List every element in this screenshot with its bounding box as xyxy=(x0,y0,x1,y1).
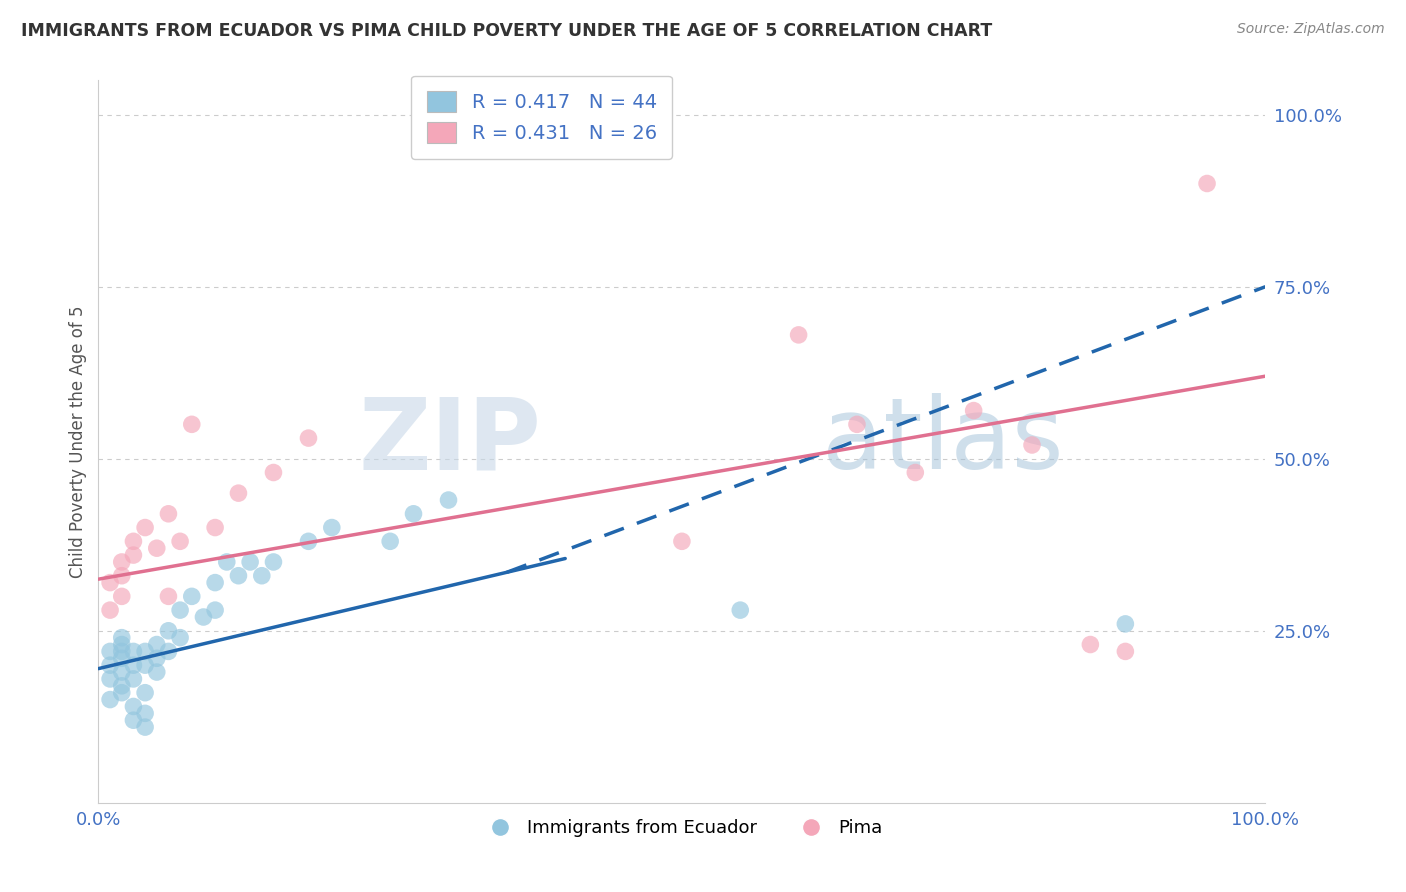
Point xyxy=(134,644,156,658)
Point xyxy=(98,692,121,706)
Point xyxy=(134,686,156,700)
Point xyxy=(846,417,869,432)
Point xyxy=(111,638,134,652)
Point xyxy=(402,507,425,521)
Point xyxy=(98,603,121,617)
Point xyxy=(204,520,226,534)
Point xyxy=(134,720,156,734)
Point xyxy=(157,590,180,604)
Point xyxy=(111,631,134,645)
Point xyxy=(239,555,262,569)
Point xyxy=(169,631,191,645)
Point xyxy=(262,466,284,480)
Point xyxy=(146,651,169,665)
Point xyxy=(146,541,169,556)
Point xyxy=(250,568,273,582)
Point xyxy=(193,610,215,624)
Point xyxy=(180,590,202,604)
Point xyxy=(228,486,250,500)
Point xyxy=(215,555,238,569)
Point xyxy=(169,603,191,617)
Point xyxy=(1021,438,1043,452)
Point xyxy=(1195,177,1218,191)
Point xyxy=(180,417,202,432)
Point xyxy=(111,644,134,658)
Point xyxy=(157,644,180,658)
Point xyxy=(730,603,752,617)
Point xyxy=(297,431,319,445)
Point xyxy=(146,638,169,652)
Point xyxy=(134,658,156,673)
Point xyxy=(437,493,460,508)
Point xyxy=(297,534,319,549)
Text: atlas: atlas xyxy=(823,393,1063,490)
Point xyxy=(98,644,121,658)
Point xyxy=(122,699,145,714)
Legend: Immigrants from Ecuador, Pima: Immigrants from Ecuador, Pima xyxy=(474,812,890,845)
Point xyxy=(134,706,156,721)
Point xyxy=(380,534,402,549)
Point xyxy=(787,327,810,342)
Point xyxy=(111,679,134,693)
Point xyxy=(1114,616,1136,631)
Point xyxy=(122,672,145,686)
Point xyxy=(904,466,927,480)
Point xyxy=(157,507,180,521)
Text: Source: ZipAtlas.com: Source: ZipAtlas.com xyxy=(1237,22,1385,37)
Point xyxy=(111,568,134,582)
Point xyxy=(1080,638,1102,652)
Point xyxy=(122,548,145,562)
Point xyxy=(262,555,284,569)
Point xyxy=(157,624,180,638)
Point xyxy=(204,575,226,590)
Point xyxy=(204,603,226,617)
Point xyxy=(122,644,145,658)
Point xyxy=(962,403,984,417)
Point xyxy=(134,520,156,534)
Point xyxy=(146,665,169,679)
Point xyxy=(228,568,250,582)
Point xyxy=(111,651,134,665)
Point xyxy=(671,534,693,549)
Point xyxy=(111,555,134,569)
Point xyxy=(122,658,145,673)
Point xyxy=(1114,644,1136,658)
Point xyxy=(169,534,191,549)
Point xyxy=(98,658,121,673)
Point xyxy=(122,534,145,549)
Point xyxy=(111,665,134,679)
Point xyxy=(111,686,134,700)
Point xyxy=(122,713,145,727)
Point xyxy=(98,672,121,686)
Point xyxy=(98,575,121,590)
Point xyxy=(321,520,343,534)
Text: IMMIGRANTS FROM ECUADOR VS PIMA CHILD POVERTY UNDER THE AGE OF 5 CORRELATION CHA: IMMIGRANTS FROM ECUADOR VS PIMA CHILD PO… xyxy=(21,22,993,40)
Text: ZIP: ZIP xyxy=(359,393,541,490)
Y-axis label: Child Poverty Under the Age of 5: Child Poverty Under the Age of 5 xyxy=(69,305,87,578)
Point xyxy=(111,590,134,604)
